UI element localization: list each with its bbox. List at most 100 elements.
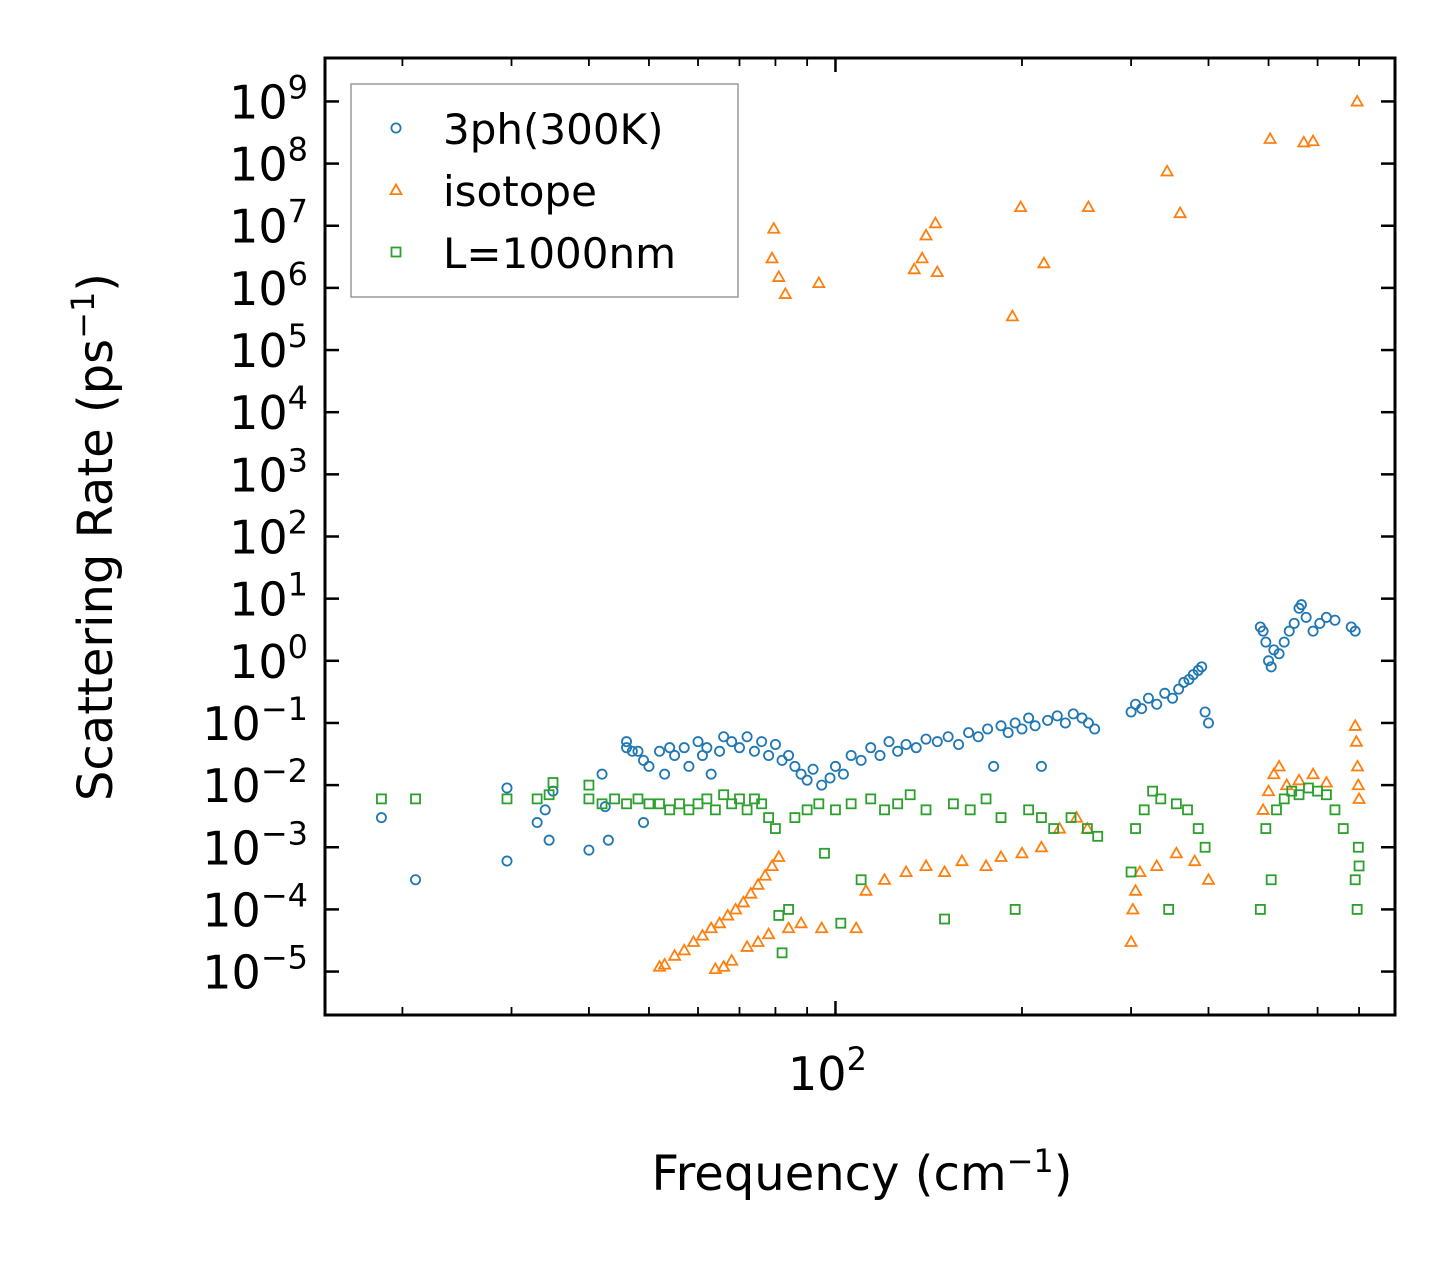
data-point <box>1350 94 1365 107</box>
data-point <box>543 834 555 846</box>
data-point <box>1300 611 1312 623</box>
data-point <box>858 883 874 896</box>
y-tick-label: 108 <box>229 131 308 192</box>
data-point <box>789 760 801 772</box>
data-point <box>677 942 692 956</box>
data-point <box>756 736 768 748</box>
data-point <box>1291 772 1307 786</box>
data-point <box>963 727 975 739</box>
data-point <box>638 817 650 829</box>
data-point <box>1136 703 1148 715</box>
data-point <box>1035 760 1047 772</box>
data-point <box>596 768 608 780</box>
data-point <box>972 731 984 743</box>
data-point <box>814 920 829 934</box>
data-point <box>756 798 768 810</box>
data-point <box>664 804 676 816</box>
data-point <box>1023 712 1035 724</box>
data-point <box>501 782 513 794</box>
data-point <box>1260 636 1272 648</box>
data-point <box>830 804 841 816</box>
data-point <box>1089 723 1101 735</box>
data-point <box>712 915 727 929</box>
data-point <box>982 723 994 735</box>
data-point <box>692 798 704 810</box>
data-point <box>1029 720 1041 732</box>
data-point <box>1147 785 1159 797</box>
series-0 <box>375 599 1361 886</box>
data-point <box>683 760 695 772</box>
y-tick-label: 10−1 <box>202 690 308 751</box>
data-point <box>835 917 847 929</box>
data-point <box>773 910 785 921</box>
data-point <box>824 772 836 784</box>
data-point <box>845 798 857 810</box>
data-point <box>1151 698 1163 710</box>
data-point <box>801 774 813 786</box>
data-point <box>736 895 751 908</box>
data-point <box>1314 617 1326 629</box>
data-point <box>692 736 704 748</box>
data-point <box>928 215 943 229</box>
data-point <box>978 858 994 871</box>
data-point <box>980 793 992 805</box>
data-point <box>1125 902 1140 915</box>
data-point <box>816 779 828 791</box>
data-point <box>1352 841 1364 853</box>
data-point <box>1169 845 1184 859</box>
data-point <box>1159 687 1171 699</box>
data-point <box>718 789 730 801</box>
data-point <box>1273 648 1285 660</box>
data-point <box>1182 804 1193 816</box>
data-point <box>664 742 676 754</box>
data-point <box>714 745 726 757</box>
data-point <box>599 801 611 813</box>
data-point <box>1306 766 1321 780</box>
series-1 <box>652 94 1367 975</box>
data-point <box>375 812 387 824</box>
data-point <box>1196 661 1208 673</box>
data-point <box>837 768 849 780</box>
data-point <box>995 812 1007 824</box>
data-point <box>1263 655 1275 667</box>
data-point <box>1034 839 1049 853</box>
data-point <box>1295 599 1307 611</box>
data-point <box>778 286 793 299</box>
data-point <box>583 779 595 791</box>
legend-label: 3ph(300K) <box>443 105 663 154</box>
data-point <box>795 768 807 780</box>
data-point <box>1125 866 1137 878</box>
legend: 3ph(300K) isotope L=1000nm <box>350 83 739 298</box>
data-point <box>643 760 655 772</box>
data-point <box>1155 793 1167 805</box>
y-tick-label: 100 <box>229 628 308 689</box>
data-point <box>1296 134 1311 148</box>
data-point <box>657 957 672 970</box>
data-point <box>918 858 934 871</box>
data-point <box>899 864 914 878</box>
data-point <box>1160 164 1175 177</box>
y-tick-label: 101 <box>229 566 308 627</box>
data-point <box>1348 718 1363 731</box>
data-point <box>764 250 780 264</box>
data-point <box>877 872 892 885</box>
data-point <box>1163 904 1175 915</box>
data-point <box>1005 308 1020 322</box>
data-point <box>583 844 595 856</box>
data-point <box>879 804 890 816</box>
data-point <box>995 720 1007 732</box>
data-point <box>539 804 551 816</box>
data-point <box>501 855 513 867</box>
data-point <box>1138 804 1150 816</box>
data-point <box>705 768 717 780</box>
data-point <box>993 849 1009 862</box>
data-point <box>695 928 710 941</box>
data-point <box>1329 804 1341 816</box>
data-point <box>1124 934 1139 947</box>
data-point <box>1256 802 1271 815</box>
data-point <box>910 742 922 754</box>
data-point <box>701 742 713 754</box>
data-point <box>931 736 943 748</box>
data-point <box>751 934 766 947</box>
data-point <box>845 749 857 761</box>
